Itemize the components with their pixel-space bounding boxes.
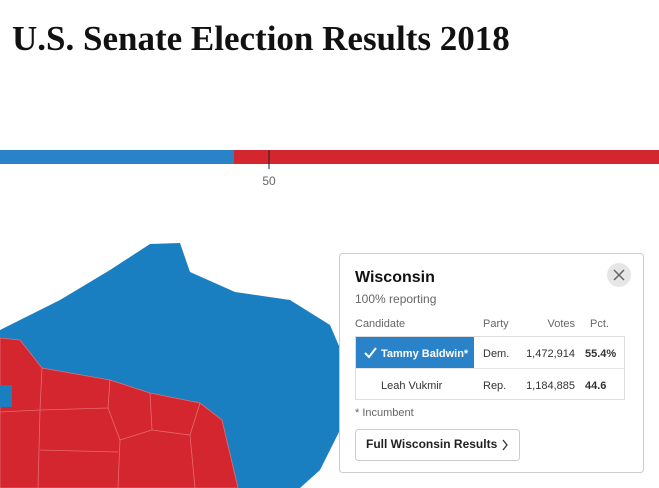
map-blue-county [0,385,12,407]
votes: 1,472,914 [526,348,575,360]
page-title: U.S. Senate Election Results 2018 [12,19,510,58]
map[interactable] [0,243,345,488]
party: Rep. [483,380,506,392]
col-header: Candidate [355,318,405,330]
pct: 55.4% [585,348,616,360]
marker-label: 50 [262,174,276,188]
results-button-label: Full Wisconsin Results [366,437,498,451]
col-header: Pct. [590,318,609,330]
footnote: * Incumbent [355,407,414,419]
col-header: Party [483,318,509,330]
dem-bar [0,150,234,164]
rep-bar [234,150,659,164]
winner-check [364,347,377,359]
close-icon [613,269,625,281]
popup: Wisconsin 100% reporting Candidate Party… [339,253,644,473]
candidate: Tammy Baldwin* [381,348,469,360]
popup-reporting: 100% reporting [355,292,436,306]
county-lines [0,367,201,488]
party: Dem. [483,348,509,360]
candidate: Leah Vukmir [381,380,443,392]
popup-state: Wisconsin [355,269,435,286]
pct: 44.6 [585,380,606,392]
winner-cell [356,337,474,368]
button-chevron [502,439,508,451]
votes: 1,184,885 [526,380,575,392]
col-header: Votes [547,318,575,330]
results-button[interactable] [355,429,520,461]
